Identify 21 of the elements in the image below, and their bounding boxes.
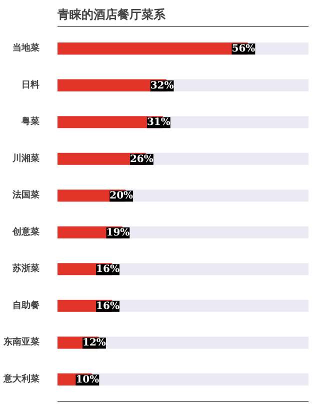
- y-tick-label: 意大利菜: [2, 373, 40, 384]
- data-label: 16%: [96, 264, 120, 276]
- y-tick-label: 法国菜: [12, 190, 40, 201]
- y-tick-label: 川湘菜: [12, 152, 40, 164]
- data-label: 19%: [106, 227, 130, 238]
- y-tick-label: 粤菜: [20, 116, 40, 128]
- y-tick-label: 苏浙菜: [12, 263, 40, 274]
- data-label: 56%: [232, 44, 256, 55]
- data-label: 20%: [110, 190, 134, 202]
- y-tick-label: 自助餐: [12, 300, 40, 311]
- data-label: 12%: [82, 338, 106, 349]
- data-label: 32%: [150, 80, 174, 92]
- data-label: 10%: [76, 374, 100, 386]
- y-tick-label: 日料: [22, 79, 40, 90]
- y-tick-label: 东南亚菜: [2, 336, 40, 348]
- data-label: 26%: [130, 154, 154, 165]
- y-tick-label: 当地菜: [12, 42, 40, 54]
- y-tick-label: 创意菜: [12, 226, 40, 238]
- data-label: 16%: [96, 300, 120, 312]
- data-label: 31%: [146, 117, 171, 128]
- chart-title: 青睐的酒店餐厅菜系: [56, 8, 166, 22]
